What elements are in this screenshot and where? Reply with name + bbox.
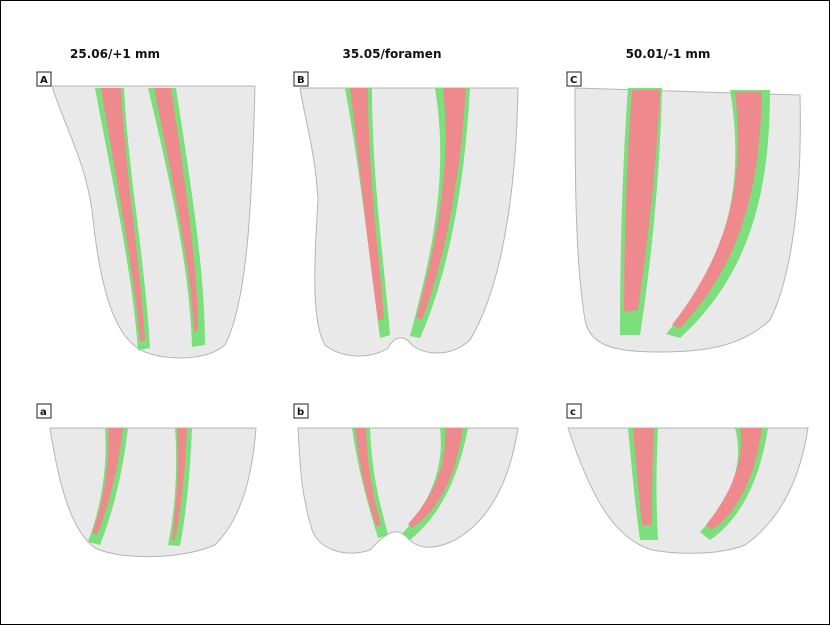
column-title: 35.05/foramen bbox=[342, 47, 441, 61]
figure: 25.06/+1 mm 35.05/foramen 50.01/-1 mm A … bbox=[0, 0, 830, 625]
panel-label: A bbox=[40, 75, 48, 86]
panel-label: c bbox=[570, 407, 576, 418]
column-title: 50.01/-1 mm bbox=[626, 47, 711, 61]
panel-label: C bbox=[570, 75, 577, 86]
panel-label: B bbox=[297, 75, 305, 86]
panel-C: C bbox=[567, 72, 800, 352]
panel-label: a bbox=[40, 407, 47, 418]
panel-label: b bbox=[297, 407, 304, 418]
column-title: 25.06/+1 mm bbox=[70, 47, 160, 61]
page: {"column_titles": ["25.06/+1 mm", "35.05… bbox=[0, 0, 830, 625]
